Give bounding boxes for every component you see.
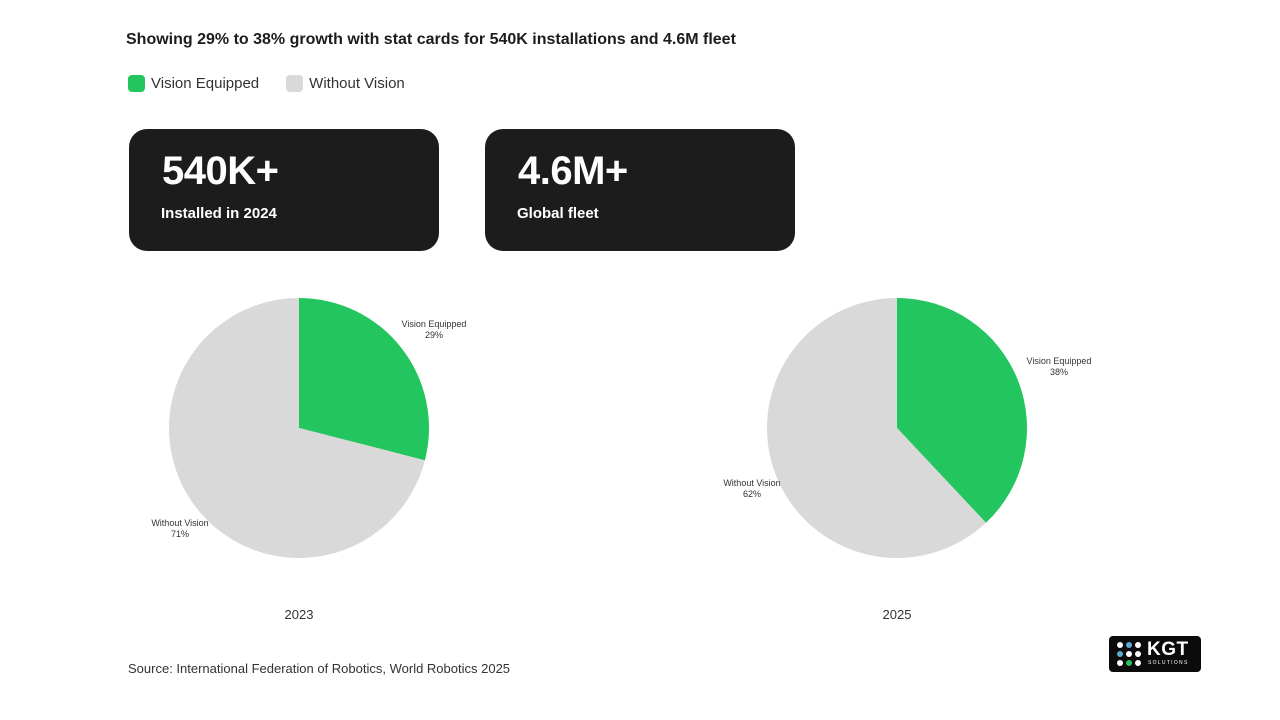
stat-card-label: Installed in 2024 <box>161 205 277 222</box>
pie-value-vision-equipped: 38% <box>1050 367 1068 377</box>
pie-slice-vision-equipped <box>299 298 429 461</box>
pie-slice-without-vision <box>767 298 986 558</box>
stat-card-fleet: 4.6M+ Global fleet <box>485 129 795 251</box>
logo-dots-icon <box>1117 642 1141 666</box>
logo-subtext: SOLUTIONS <box>1148 660 1189 666</box>
stat-card-installations: 540K+ Installed in 2024 <box>129 129 439 251</box>
stat-card-value: 4.6M+ <box>518 149 628 193</box>
legend: Vision Equipped Without Vision <box>128 75 432 92</box>
source-note: Source: International Federation of Robo… <box>128 661 511 676</box>
chart-title: Showing 29% to 38% growth with stat card… <box>126 31 736 48</box>
stat-card-value: 540K+ <box>162 149 279 193</box>
legend-item-vision-equipped: Vision Equipped <box>128 75 259 92</box>
legend-label-without-vision: Without Vision <box>309 75 405 92</box>
pie-label-vision-equipped: Vision Equipped <box>402 319 467 329</box>
pie-value-without-vision: 71% <box>171 529 189 539</box>
pie-slice-vision-equipped <box>897 298 1028 523</box>
pie-year-label: 2023 <box>285 607 314 622</box>
pie-year-label: 2025 <box>883 607 912 622</box>
stat-card-label: Global fleet <box>517 205 599 222</box>
kgt-logo: KGT SOLUTIONS <box>1109 636 1201 672</box>
pie-value-without-vision: 62% <box>743 489 761 499</box>
legend-swatch-without-vision <box>286 75 304 92</box>
pie-slice-without-vision <box>168 298 425 558</box>
legend-swatch-vision-equipped <box>128 75 145 92</box>
pie-label-vision-equipped: Vision Equipped <box>1027 356 1092 366</box>
pie-value-vision-equipped: 29% <box>425 330 443 340</box>
logo-text: KGT <box>1147 639 1189 660</box>
legend-label-vision-equipped: Vision Equipped <box>151 75 260 92</box>
legend-item-without-vision: Without Vision <box>286 75 405 92</box>
pie-label-without-vision: Without Vision <box>723 478 780 488</box>
pie-label-without-vision: Without Vision <box>151 518 208 528</box>
